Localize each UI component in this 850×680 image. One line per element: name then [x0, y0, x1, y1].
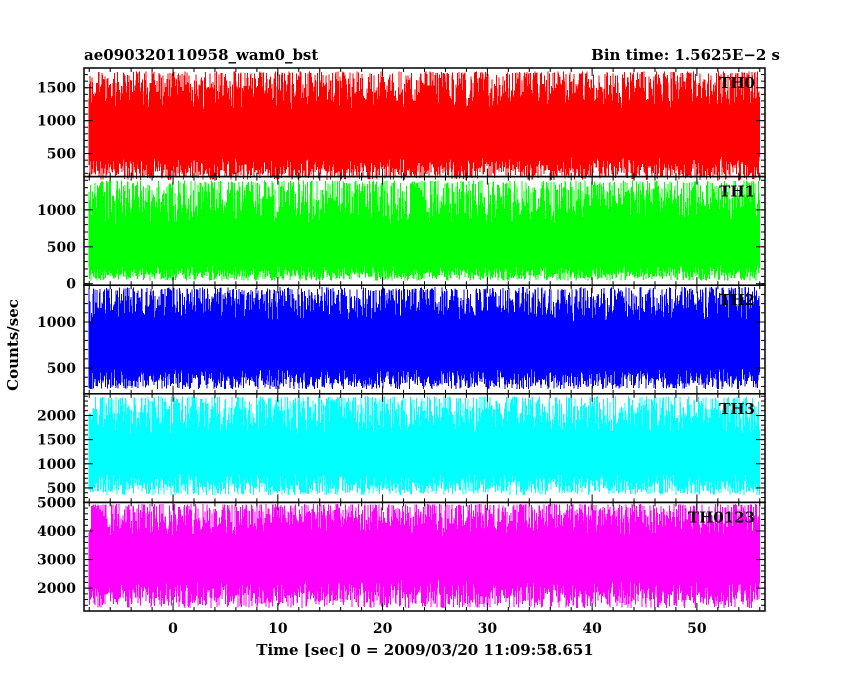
y-tick-label: 2000: [37, 409, 76, 425]
panel-th3: 500 1000 1500 2000 TH3: [37, 393, 766, 504]
x-tick-label: 20: [373, 621, 393, 637]
y-tick-label: 1000: [37, 203, 76, 219]
x-axis-label: Time [sec] 0 = 2009/03/20 11:09:58.651: [256, 641, 593, 659]
y-tick-label: 1500: [37, 433, 76, 449]
panel-th0: 500 1000 1500 TH0: [37, 67, 766, 180]
x-tick-label: 30: [478, 621, 498, 637]
x-tick-label: 40: [582, 621, 602, 637]
series-label-th3: TH3: [719, 400, 755, 418]
y-tick-label: 500: [47, 147, 76, 163]
y-tick-label: 3000: [37, 553, 76, 569]
series-label-th0: TH0: [719, 74, 755, 92]
series-th3: [88, 396, 761, 496]
y-tick-label: 500: [47, 361, 76, 377]
series-th0: [88, 71, 761, 180]
panel-th2: 500 1000 TH2: [37, 284, 766, 395]
y-tick-label: 4000: [37, 524, 76, 540]
x-tick-label: 50: [687, 621, 707, 637]
y-tick-label: 1000: [37, 315, 76, 331]
y-tick-label: 1000: [37, 114, 76, 130]
series-th2: [88, 287, 761, 390]
bin-time-label: Bin time: 1.5625E−2 s: [591, 46, 780, 64]
series-label-th1: TH1: [719, 183, 755, 201]
y-tick-label: 1500: [37, 81, 76, 97]
y-tick-label: 2000: [37, 581, 76, 597]
y-tick-label: 5000: [37, 495, 76, 511]
y-tick-label: 1000: [37, 457, 76, 473]
series-th1: [88, 180, 761, 281]
y-tick-label: 0: [66, 277, 76, 293]
panel-th0123: 2000 3000 4000 5000 TH0123: [37, 495, 766, 612]
x-tick-label: 10: [268, 621, 288, 637]
observation-id-title: ae090320110958_wam0_bst: [84, 46, 318, 64]
y-tick-label: 500: [47, 240, 76, 256]
series-th0123: [88, 503, 761, 609]
x-tick-label: 0: [168, 621, 178, 637]
series-label-th0123: TH0123: [688, 508, 755, 526]
y-tick-label: 500: [47, 481, 76, 497]
panel-th1: 0 500 1000 TH1: [37, 175, 766, 293]
y-axis-label: Counts/sec: [4, 299, 22, 391]
series-label-th2: TH2: [719, 291, 755, 309]
